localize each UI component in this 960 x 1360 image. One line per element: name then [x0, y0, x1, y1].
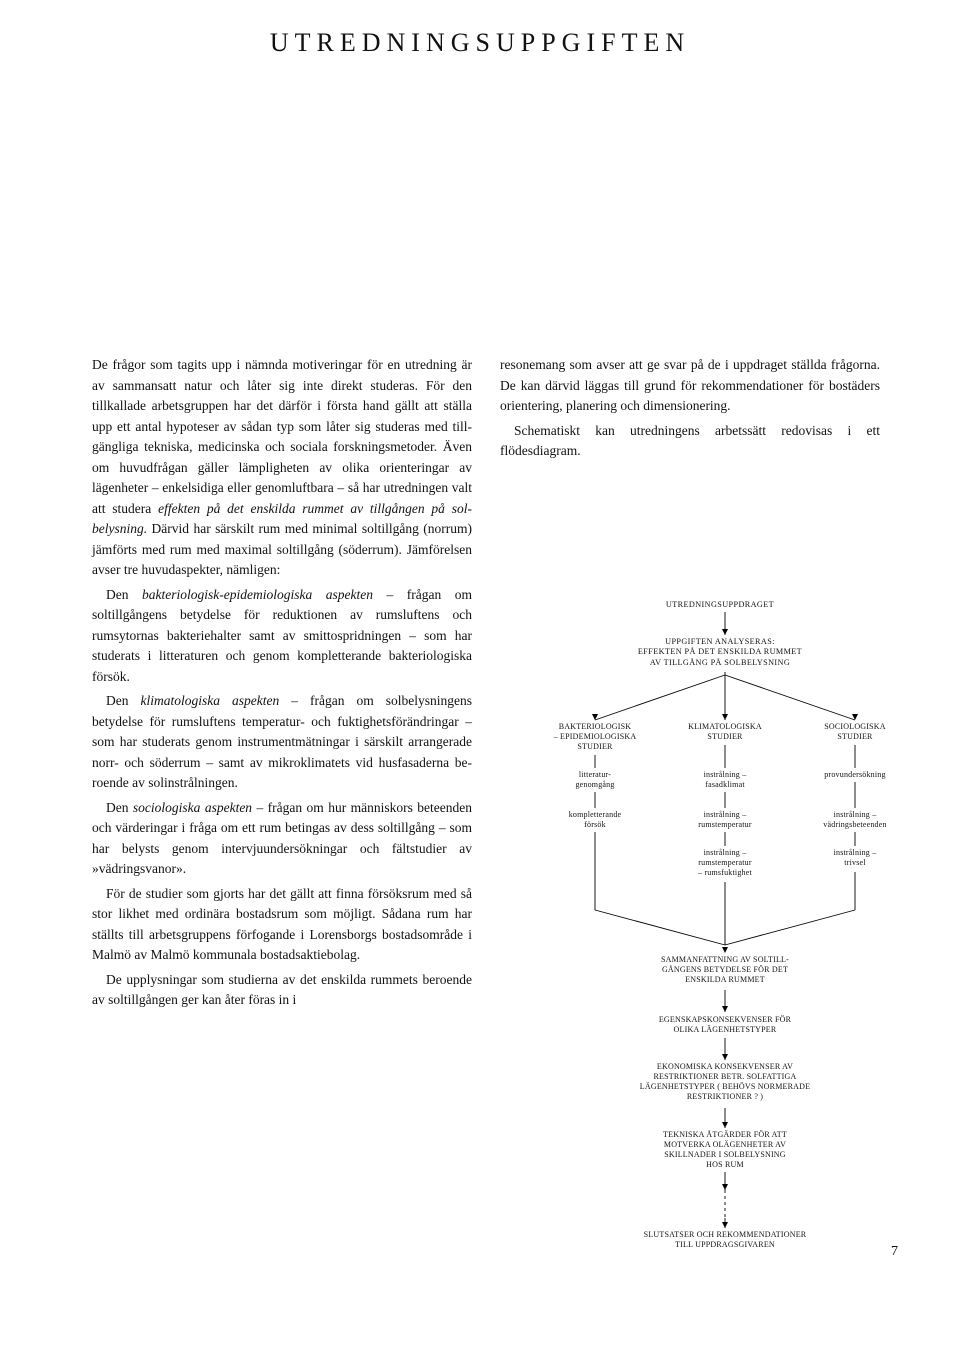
node-b3: SOCIOLOGISKA STUDIER [785, 722, 925, 742]
para-2a: Den [106, 587, 142, 602]
para-2-em: bakteriologisk-epidemiologiska aspekten [142, 587, 373, 602]
para-4: Den sociologiska aspekten – frågan om hu… [92, 798, 472, 880]
node-b3b: instrålning – vädringsbeteenden [785, 810, 925, 830]
para-1b: Därvid har särskilt rum med minimal sol­… [92, 521, 472, 577]
para-4a: Den [106, 800, 133, 815]
node-s1: SAMMANFATTNING AV SOLTILL- GÅNGENS BETYD… [585, 955, 865, 985]
para-3a: Den [106, 693, 141, 708]
para-6: De upplysningar som studierna av det ens… [92, 970, 472, 1011]
node-s5: SLUTSATSER OCH REKOMMENDATIONER TILL UPP… [565, 1230, 885, 1250]
node-b1: BAKTERIOLOGISK – EPIDEMIOLOGISKA STUDIER [525, 722, 665, 752]
para-3-em: klimatologiska aspekten [141, 693, 280, 708]
node-b3a: provundersökning [785, 770, 925, 780]
node-b1a: litteratur- genomgång [525, 770, 665, 790]
para-r1: resonemang som avser att ge svar på de i… [500, 355, 880, 417]
node-s3: EKONOMISKA KONSEKVENSER AV RESTRIKTIONER… [575, 1062, 875, 1102]
para-4-em: sociologiska aspekten [133, 800, 252, 815]
node-analys: UPPGIFTEN ANALYSERAS: EFFEKTEN PÅ DET EN… [525, 637, 915, 668]
page-number: 7 [891, 1244, 898, 1260]
para-5: För de studier som gjorts har det gällt … [92, 884, 472, 966]
node-s4: TEKNISKA ÅTGÄRDER FÖR ATT MOTVERKA OLÄGE… [585, 1130, 865, 1170]
left-column: De frågor som tagits upp i nämnda motive… [92, 355, 472, 1015]
para-1a: De frågor som tagits upp i nämnda motive… [92, 357, 472, 516]
page-title: UTREDNINGSUPPGIFTEN [0, 28, 960, 58]
flow-diagram: UTREDNINGSUPPDRAGET UPPGIFTEN ANALYSERAS… [525, 600, 915, 1260]
node-b2c: instrålning – rumstemperatur – rumsfukti… [655, 848, 795, 878]
node-b3c: instrålning – trivsel [785, 848, 925, 868]
node-s2: EGENSKAPSKONSEKVENSER FÖR OLIKA LÄGENHET… [585, 1015, 865, 1035]
node-b2: KLIMATOLOGISKA STUDIER [655, 722, 795, 742]
para-1: De frågor som tagits upp i nämnda motive… [92, 355, 472, 581]
node-b2a: instrålning – fasadklimat [655, 770, 795, 790]
node-b1b: kompletterande försök [525, 810, 665, 830]
node-root: UTREDNINGSUPPDRAGET [525, 600, 915, 610]
node-b2b: instrålning – rumstemperatur [655, 810, 795, 830]
para-r2: Schematiskt kan utredningens arbetssätt … [500, 421, 880, 462]
para-3: Den klimatologiska aspekten – frågan om … [92, 691, 472, 794]
para-2: Den bakteriologisk-epidemiologiska aspek… [92, 585, 472, 688]
